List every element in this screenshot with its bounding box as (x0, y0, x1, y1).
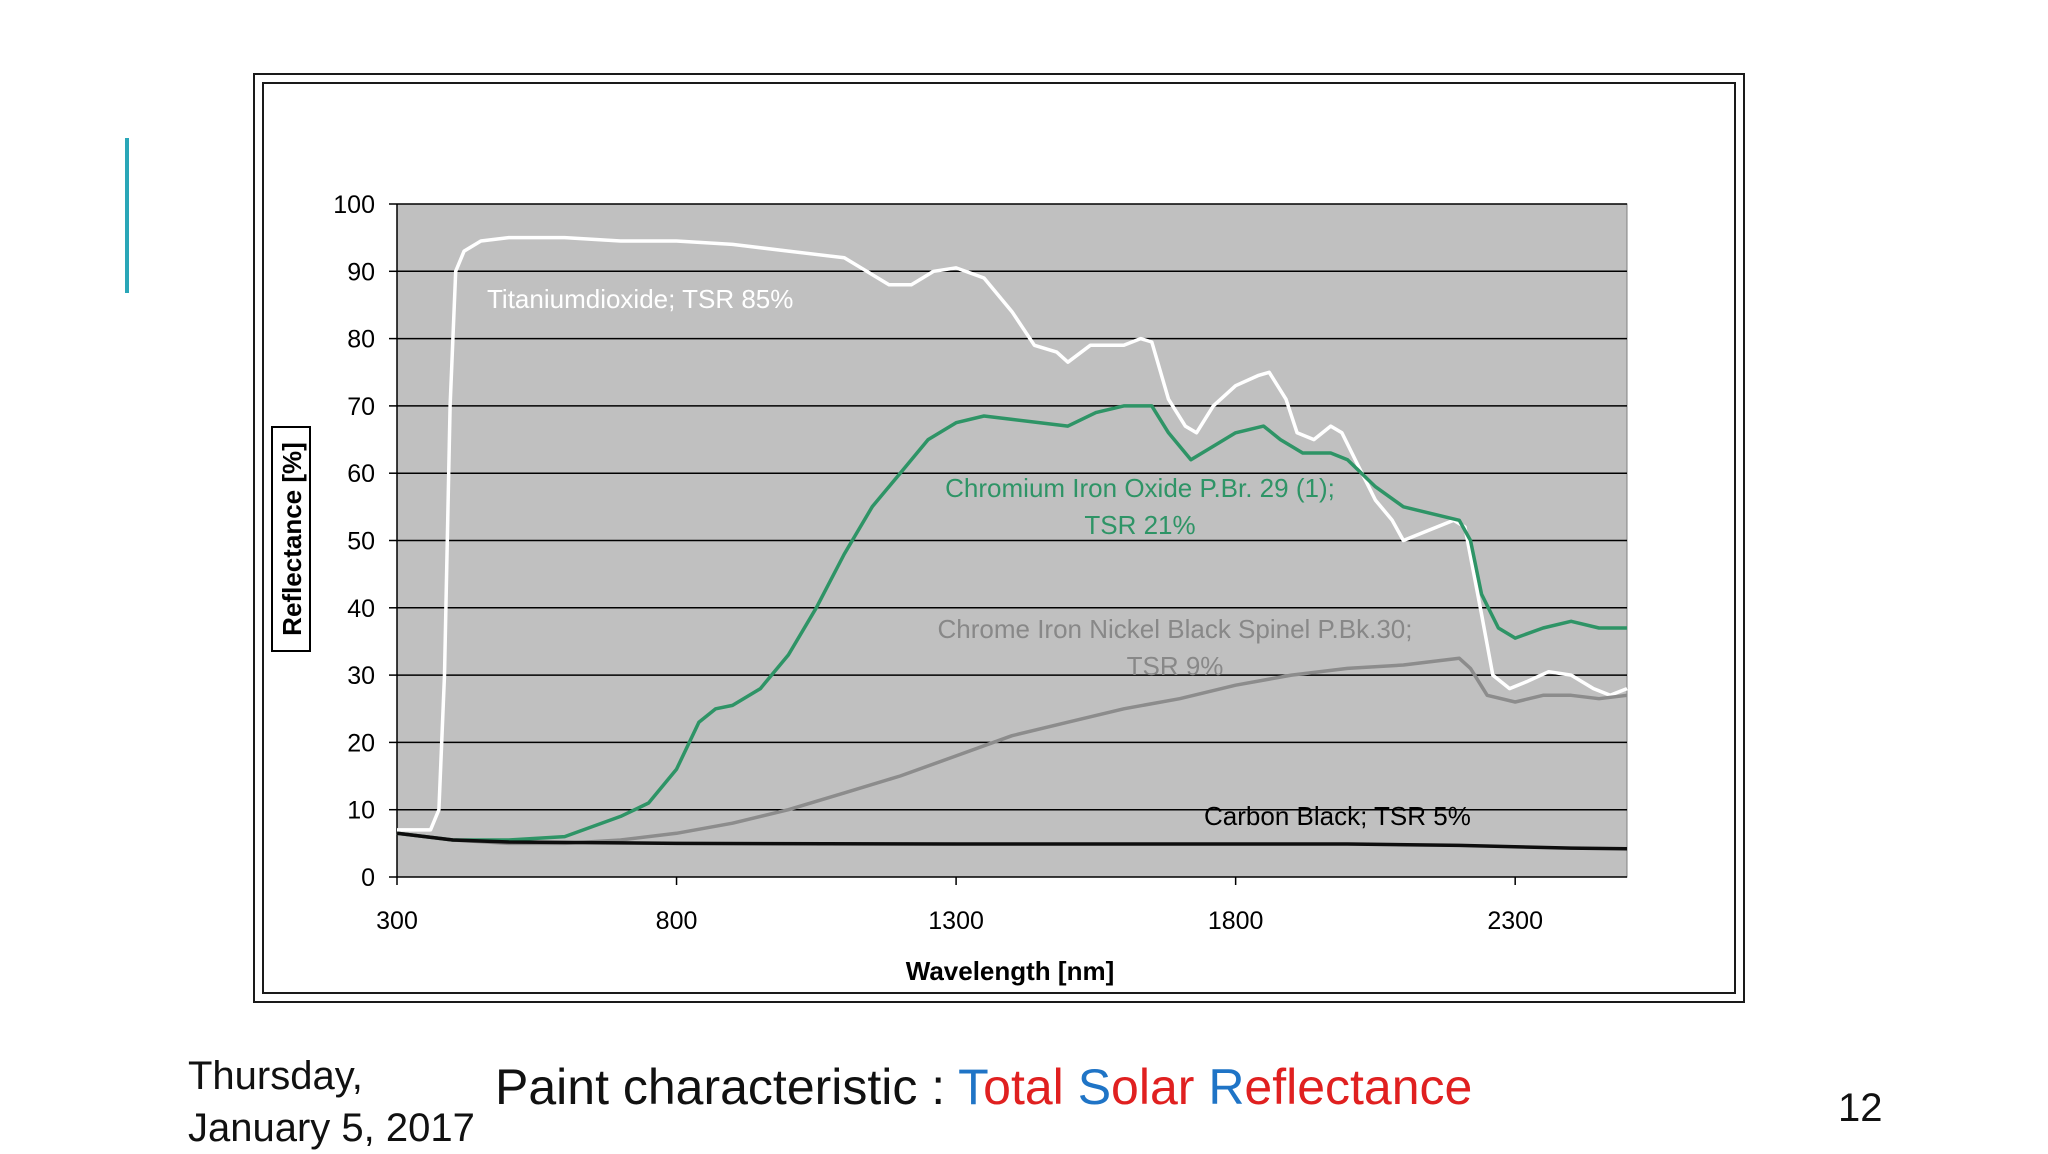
slide-title-colored: Total Solar Reflectance (958, 1059, 1472, 1115)
figure-outer-frame (253, 73, 1745, 1003)
slide-title: Paint characteristic : Total Solar Refle… (495, 1058, 1472, 1116)
y-tick-label: 20 (347, 729, 375, 757)
slide-left-margin (0, 0, 128, 1152)
x-tick-label: 2300 (1487, 907, 1543, 935)
y-tick-label: 70 (347, 393, 375, 421)
series-label: TSR 9% (1127, 651, 1224, 681)
series-label: Titaniumdioxide; TSR 85% (487, 284, 793, 314)
x-tick-label: 800 (656, 907, 698, 935)
y-tick-label: 40 (347, 595, 375, 623)
x-tick-label: 1800 (1208, 907, 1264, 935)
slide-title-part: R (1208, 1059, 1245, 1115)
slide-title-part: eflectance (1244, 1059, 1473, 1115)
slide-title-part: S (1077, 1059, 1112, 1115)
y-tick-label: 100 (333, 191, 375, 219)
y-tick-label: 30 (347, 662, 375, 690)
y-tick-label: 0 (361, 864, 375, 892)
slide-title-prefix: Paint characteristic : (495, 1059, 959, 1115)
y-tick-label: 10 (347, 797, 375, 825)
series-label: Carbon Black; TSR 5% (1204, 801, 1471, 831)
y-tick-label: 80 (347, 326, 375, 354)
slide-title-part: olar (1111, 1059, 1209, 1115)
slide-title-part: otal (983, 1059, 1078, 1115)
series-line (396, 404, 1627, 842)
x-axis-title: Wavelength [nm] (906, 956, 1114, 986)
x-tick-label: 300 (376, 907, 418, 935)
date-weekday: Thursday, (188, 1054, 363, 1098)
y-tick-label: 50 (347, 528, 375, 556)
slide-accent-bar (125, 138, 129, 293)
y-axis-title: Reflectance [%] (277, 442, 307, 636)
page-number: 12 (1838, 1086, 1883, 1130)
series-line (396, 656, 1628, 846)
series-label: TSR 21% (1084, 510, 1195, 540)
y-axis-label-box (271, 426, 311, 652)
y-tick-label: 90 (347, 258, 375, 286)
slide-title-part: T (958, 1059, 984, 1115)
x-tick-label: 1300 (928, 907, 984, 935)
series-label: Chrome Iron Nickel Black Spinel P.Bk.30; (938, 614, 1413, 644)
date-full: January 5, 2017 (188, 1106, 475, 1150)
slide-date: Thursday, January 5, 2017 (188, 1050, 475, 1154)
series-label: Chromium Iron Oxide P.Br. 29 (1); (945, 473, 1335, 503)
series-line (396, 831, 1628, 851)
y-tick-label: 60 (347, 460, 375, 488)
